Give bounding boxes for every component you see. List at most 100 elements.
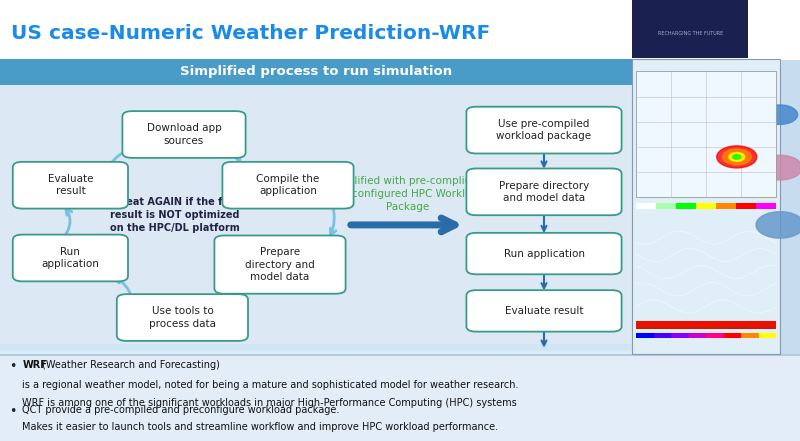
Circle shape — [756, 212, 800, 238]
FancyBboxPatch shape — [0, 346, 636, 352]
FancyBboxPatch shape — [636, 323, 776, 328]
FancyBboxPatch shape — [0, 349, 636, 355]
FancyBboxPatch shape — [222, 162, 354, 209]
FancyBboxPatch shape — [0, 346, 636, 351]
FancyBboxPatch shape — [696, 203, 716, 209]
FancyBboxPatch shape — [671, 333, 689, 338]
FancyBboxPatch shape — [0, 348, 636, 353]
FancyBboxPatch shape — [0, 0, 800, 60]
FancyBboxPatch shape — [636, 321, 776, 326]
Text: •: • — [10, 360, 17, 373]
Text: Run
application: Run application — [42, 247, 99, 269]
FancyBboxPatch shape — [0, 346, 636, 351]
FancyBboxPatch shape — [0, 348, 636, 354]
FancyBboxPatch shape — [636, 321, 776, 326]
Text: Evaluate result: Evaluate result — [505, 306, 583, 316]
FancyBboxPatch shape — [636, 323, 776, 327]
FancyBboxPatch shape — [0, 345, 636, 351]
FancyBboxPatch shape — [716, 203, 736, 209]
FancyBboxPatch shape — [13, 235, 128, 281]
FancyBboxPatch shape — [636, 325, 776, 329]
FancyBboxPatch shape — [0, 348, 636, 354]
Text: (Weather Research and Forecasting): (Weather Research and Forecasting) — [42, 360, 220, 370]
FancyBboxPatch shape — [0, 348, 636, 353]
Text: Use tools to
process data: Use tools to process data — [149, 306, 216, 329]
FancyBboxPatch shape — [636, 333, 654, 338]
FancyBboxPatch shape — [214, 235, 346, 294]
FancyBboxPatch shape — [636, 324, 776, 329]
FancyBboxPatch shape — [741, 333, 758, 338]
Text: Makes it easier to launch tools and streamline workflow and improve HPC workload: Makes it easier to launch tools and stre… — [22, 422, 498, 433]
FancyBboxPatch shape — [0, 346, 636, 352]
FancyBboxPatch shape — [0, 345, 636, 351]
FancyBboxPatch shape — [636, 324, 776, 328]
FancyBboxPatch shape — [0, 345, 636, 351]
FancyBboxPatch shape — [636, 323, 776, 328]
FancyBboxPatch shape — [636, 323, 776, 328]
FancyBboxPatch shape — [0, 347, 636, 353]
FancyBboxPatch shape — [122, 111, 246, 158]
FancyBboxPatch shape — [636, 325, 776, 329]
FancyBboxPatch shape — [654, 333, 671, 338]
Text: Use pre-compiled
workload package: Use pre-compiled workload package — [497, 119, 591, 141]
FancyBboxPatch shape — [636, 324, 776, 329]
Text: Prepare directory
and model data: Prepare directory and model data — [499, 181, 589, 203]
FancyBboxPatch shape — [636, 322, 776, 327]
FancyBboxPatch shape — [0, 348, 636, 353]
Text: Prepare
directory and
model data: Prepare directory and model data — [245, 247, 315, 282]
Text: RECHARGING THE FUTURE: RECHARGING THE FUTURE — [658, 30, 723, 36]
FancyBboxPatch shape — [0, 344, 636, 350]
FancyBboxPatch shape — [0, 347, 636, 353]
FancyBboxPatch shape — [0, 346, 636, 352]
Circle shape — [717, 146, 757, 168]
Text: Run application: Run application — [503, 249, 585, 258]
Text: Repeat AGAIN if the final
result is NOT optimized
on the HPC/DL platform: Repeat AGAIN if the final result is NOT … — [106, 198, 243, 233]
Text: •: • — [10, 405, 17, 418]
FancyBboxPatch shape — [636, 323, 776, 328]
FancyBboxPatch shape — [0, 346, 636, 352]
FancyBboxPatch shape — [0, 348, 636, 354]
FancyBboxPatch shape — [636, 325, 776, 329]
FancyBboxPatch shape — [0, 349, 636, 355]
FancyBboxPatch shape — [0, 348, 636, 353]
FancyBboxPatch shape — [0, 345, 636, 351]
FancyBboxPatch shape — [758, 333, 776, 338]
Circle shape — [733, 155, 741, 159]
FancyBboxPatch shape — [0, 344, 636, 351]
FancyBboxPatch shape — [0, 348, 636, 355]
FancyBboxPatch shape — [466, 290, 622, 332]
Text: Evaluate
result: Evaluate result — [48, 174, 93, 196]
FancyBboxPatch shape — [636, 203, 656, 209]
FancyBboxPatch shape — [636, 322, 776, 327]
FancyBboxPatch shape — [466, 168, 622, 215]
FancyBboxPatch shape — [636, 324, 776, 329]
FancyBboxPatch shape — [0, 348, 636, 354]
FancyBboxPatch shape — [0, 347, 636, 352]
FancyBboxPatch shape — [0, 345, 636, 351]
FancyBboxPatch shape — [0, 354, 800, 441]
FancyBboxPatch shape — [636, 323, 776, 328]
FancyBboxPatch shape — [636, 322, 776, 327]
FancyBboxPatch shape — [0, 349, 636, 355]
FancyBboxPatch shape — [0, 346, 636, 351]
FancyBboxPatch shape — [0, 348, 636, 354]
FancyBboxPatch shape — [0, 348, 636, 354]
FancyBboxPatch shape — [636, 324, 776, 329]
FancyBboxPatch shape — [0, 348, 636, 353]
FancyBboxPatch shape — [0, 348, 636, 354]
FancyBboxPatch shape — [636, 322, 776, 327]
FancyBboxPatch shape — [0, 59, 632, 85]
FancyBboxPatch shape — [0, 346, 636, 352]
FancyBboxPatch shape — [0, 345, 636, 351]
FancyBboxPatch shape — [636, 71, 776, 197]
Circle shape — [762, 105, 798, 124]
FancyBboxPatch shape — [636, 322, 776, 327]
FancyBboxPatch shape — [0, 347, 636, 352]
FancyBboxPatch shape — [0, 345, 636, 351]
FancyBboxPatch shape — [636, 321, 776, 326]
FancyBboxPatch shape — [0, 348, 636, 354]
FancyBboxPatch shape — [0, 345, 636, 351]
FancyBboxPatch shape — [117, 294, 248, 341]
FancyBboxPatch shape — [632, 0, 748, 58]
FancyBboxPatch shape — [0, 348, 636, 354]
